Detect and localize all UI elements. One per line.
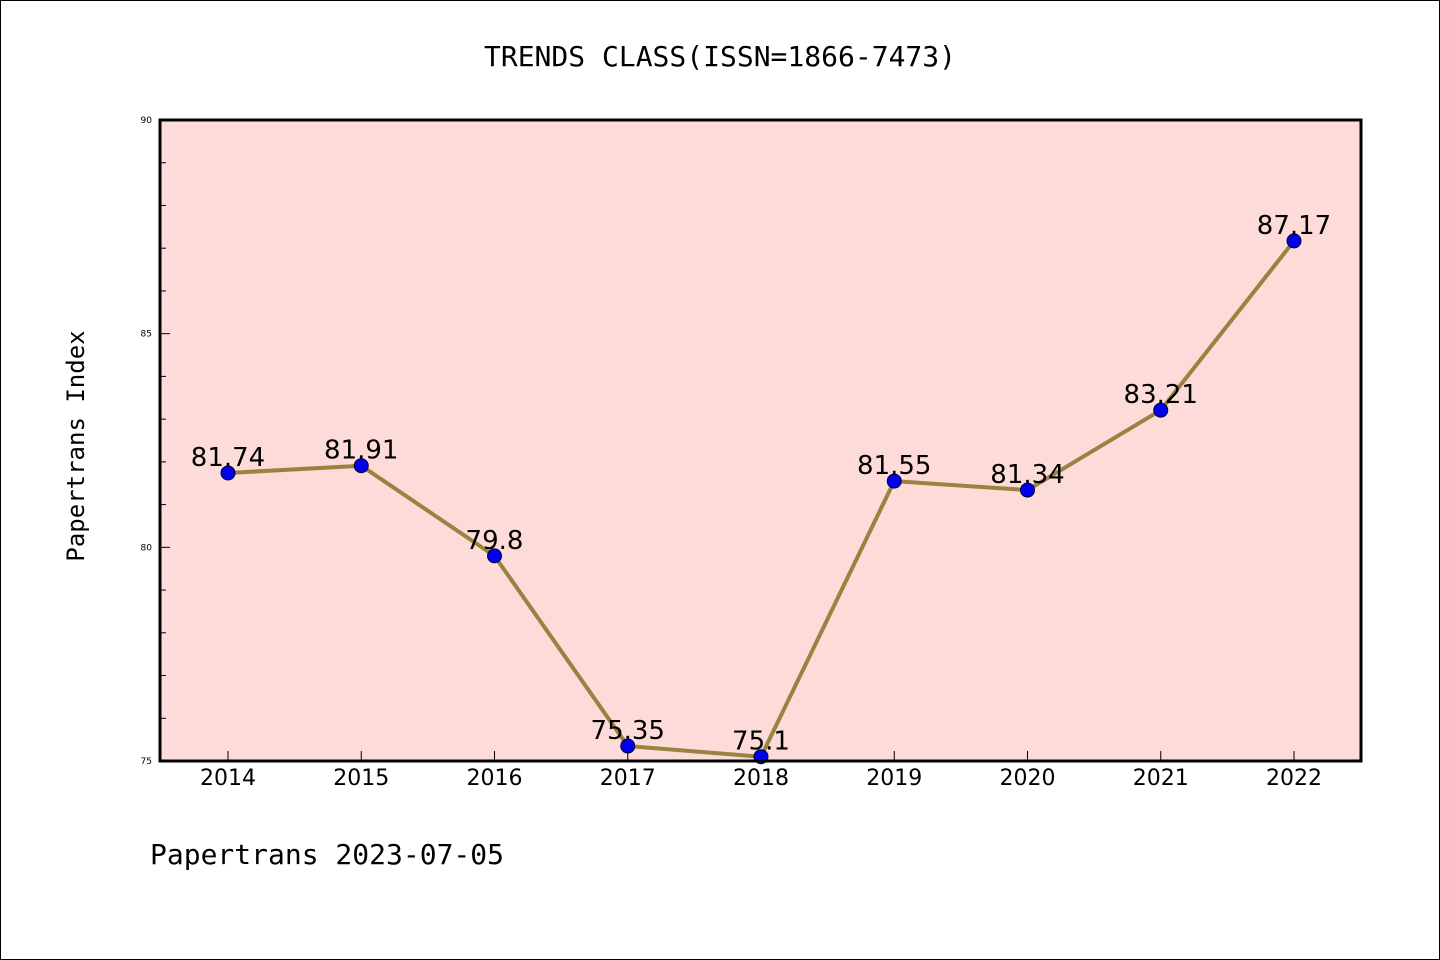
data-point	[353, 458, 369, 474]
x-axis-tick-labels: 2014 2015 2016 2017 2018 2019 2020 2021 2022	[200, 751, 1322, 791]
data-point	[1153, 402, 1169, 418]
data-label-layer: 81.74 81.91 79.8 75.35 75.1 81.55 81.34 83.21 87…	[191, 211, 1331, 757]
data-label: 75.35	[591, 716, 665, 746]
data-label: 75.1	[732, 727, 790, 757]
x-tick-label: 2019	[866, 766, 922, 791]
marker-layer	[220, 233, 1302, 765]
data-point	[886, 473, 902, 489]
data-label: 81.55	[857, 451, 931, 481]
x-tick-label: 2014	[200, 766, 256, 791]
data-point	[220, 465, 236, 481]
plot-border	[158, 118, 1363, 763]
y-axis-tick-labels: 75 80 85 90	[141, 116, 153, 767]
x-tick-label: 2020	[1000, 766, 1056, 791]
plot-area	[160, 120, 1361, 761]
x-tick-label: 2018	[733, 766, 789, 791]
y-tick-label: 90	[141, 116, 153, 126]
data-point	[620, 738, 636, 754]
x-tick-label: 2021	[1133, 766, 1189, 791]
data-point	[1286, 233, 1302, 249]
y-tick-label: 75	[141, 757, 152, 767]
data-label: 87.17	[1257, 211, 1331, 241]
data-point	[487, 548, 502, 564]
data-label: 81.74	[191, 443, 265, 473]
y-tick-label: 80	[141, 543, 153, 553]
y-tick-label: 85	[141, 330, 152, 340]
x-tick-label: 2017	[600, 766, 656, 791]
data-label: 81.91	[324, 436, 398, 466]
x-tick-label: 2022	[1266, 766, 1322, 791]
footer-text: Papertrans 2023-07-05	[150, 838, 504, 871]
data-label: 79.8	[466, 526, 524, 556]
data-label: 83.21	[1124, 380, 1198, 410]
x-tick-label: 2015	[333, 766, 389, 791]
y-axis-label: Papertrans Index	[62, 330, 90, 561]
data-point	[1020, 482, 1035, 498]
x-tick-label: 2016	[467, 766, 523, 791]
data-label: 81.34	[990, 460, 1064, 490]
chart-title: TRENDS CLASS(ISSN=1866-7473)	[484, 40, 956, 73]
